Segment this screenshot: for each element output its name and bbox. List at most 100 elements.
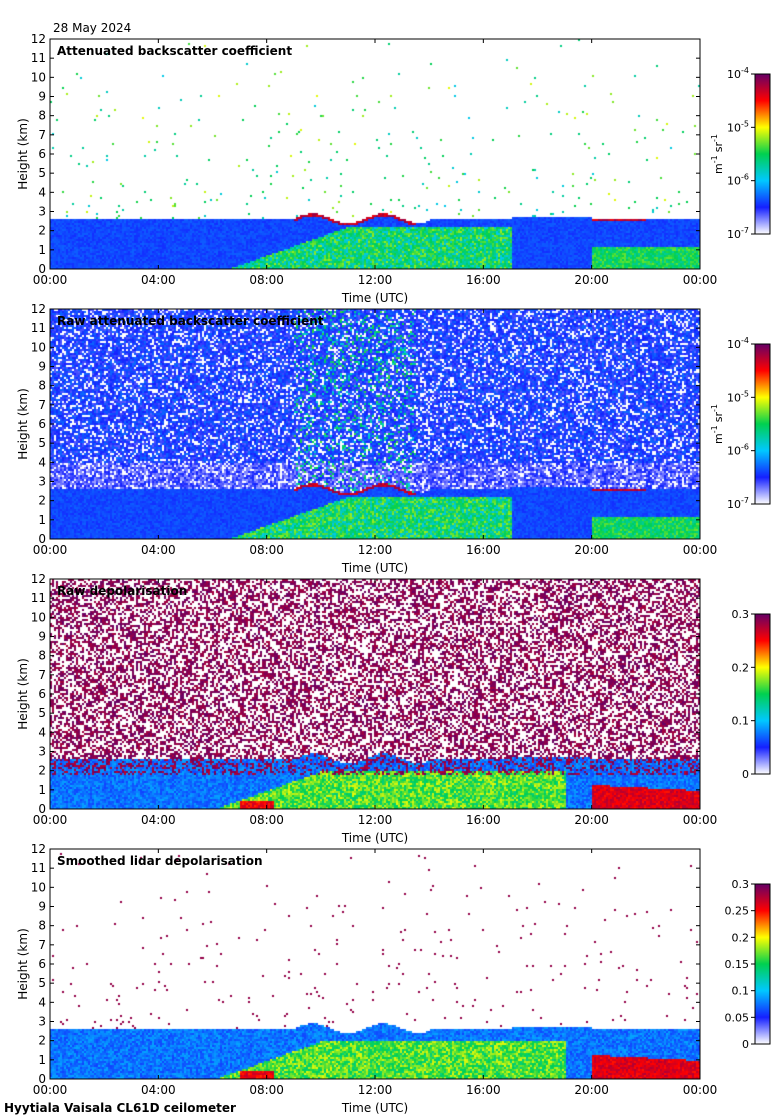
x-tick-label: 08:00 — [249, 273, 284, 287]
y-tick-label: 2 — [38, 764, 46, 778]
x-tick-label: 04:00 — [141, 813, 176, 827]
y-axis-label: Height (km) — [16, 388, 30, 459]
y-tick-label: 5 — [38, 166, 46, 180]
y-tick-label: 7 — [38, 128, 46, 142]
x-tick-label: 12:00 — [358, 813, 393, 827]
x-tick-label: 12:00 — [358, 543, 393, 557]
date-label: 28 May 2024 — [53, 21, 132, 35]
y-tick-label: 4 — [38, 995, 46, 1009]
colorbar-tick-label: 10-5 — [727, 119, 749, 134]
x-tick-label: 16:00 — [466, 273, 501, 287]
y-tick-label: 10 — [31, 880, 46, 894]
x-tick-label: 00:00 — [33, 543, 68, 557]
colorbar-tick-label: 0.1 — [732, 715, 750, 728]
colorbar-tick-label: 10-6 — [727, 443, 749, 458]
colorbar-tick-label: 0.25 — [725, 905, 750, 918]
colorbar — [754, 613, 771, 775]
y-tick-label: 5 — [38, 706, 46, 720]
x-tick-label: 00:00 — [683, 543, 718, 557]
y-tick-label: 12 — [31, 32, 46, 46]
colorbar — [754, 73, 771, 235]
x-tick-label: 00:00 — [683, 813, 718, 827]
colorbar-label: m-1sr-1 — [710, 134, 725, 174]
colorbar-label: m-1sr-1 — [710, 404, 725, 444]
y-tick-label: 11 — [31, 321, 46, 335]
y-tick-label: 0 — [38, 262, 46, 276]
y-tick-label: 7 — [38, 668, 46, 682]
panel-title: Raw attenuated backscatter coefficient — [57, 314, 324, 328]
colorbar-tick-label: 0.3 — [732, 608, 750, 621]
y-tick-label: 11 — [31, 51, 46, 65]
x-axis-label: Time (UTC) — [341, 291, 408, 305]
colorbar-tick-label: 10-7 — [727, 496, 749, 511]
y-tick-label: 3 — [38, 205, 46, 219]
colorbar-tick-label: 0.05 — [725, 1011, 750, 1024]
y-tick-label: 6 — [38, 417, 46, 431]
y-tick-label: 8 — [38, 919, 46, 933]
x-tick-label: 20:00 — [574, 543, 609, 557]
colorbar-tick-label: 10-4 — [727, 336, 749, 351]
y-tick-label: 7 — [38, 938, 46, 952]
colorbar-tick-label: 0.2 — [732, 661, 750, 674]
y-tick-label: 9 — [38, 900, 46, 914]
instrument-label: Hyytiala Vaisala CL61D ceilometer — [4, 1101, 236, 1115]
y-tick-label: 10 — [31, 70, 46, 84]
x-axis-label: Time (UTC) — [341, 831, 408, 845]
x-tick-label: 00:00 — [33, 273, 68, 287]
y-tick-label: 9 — [38, 630, 46, 644]
colorbar-tick-label: 0 — [742, 1038, 749, 1051]
panel-title: Attenuated backscatter coefficient — [57, 44, 292, 58]
y-tick-label: 9 — [38, 360, 46, 374]
heatmap-image — [50, 39, 700, 269]
colorbar — [754, 883, 771, 1045]
x-tick-label: 16:00 — [466, 813, 501, 827]
y-tick-label: 10 — [31, 610, 46, 624]
y-tick-label: 10 — [31, 340, 46, 354]
x-tick-label: 04:00 — [141, 273, 176, 287]
y-tick-label: 1 — [38, 783, 46, 797]
x-axis-label: Time (UTC) — [341, 561, 408, 575]
y-tick-label: 3 — [38, 745, 46, 759]
y-axis-label: Height (km) — [16, 118, 30, 189]
panel-title: Smoothed lidar depolarisation — [57, 854, 263, 868]
y-tick-label: 4 — [38, 455, 46, 469]
x-tick-label: 08:00 — [249, 1083, 284, 1097]
y-tick-label: 12 — [31, 842, 46, 856]
y-tick-label: 12 — [31, 572, 46, 586]
y-tick-label: 0 — [38, 532, 46, 546]
colorbar — [754, 343, 771, 505]
x-tick-label: 12:00 — [358, 273, 393, 287]
colorbar-tick-label: 10-4 — [727, 66, 749, 81]
colorbar-tick-label: 10-6 — [727, 173, 749, 188]
x-tick-label: 20:00 — [574, 813, 609, 827]
x-tick-label: 16:00 — [466, 543, 501, 557]
colorbar-tick-label: 0.2 — [732, 931, 750, 944]
colorbar-tick-label: 10-5 — [727, 389, 749, 404]
colorbar-tick-label: 0.15 — [725, 958, 750, 971]
y-tick-label: 4 — [38, 725, 46, 739]
y-tick-label: 3 — [38, 475, 46, 489]
colorbar-tick-label: 0.3 — [732, 878, 750, 891]
y-tick-label: 2 — [38, 494, 46, 508]
panel-title: Raw depolarisation — [57, 584, 187, 598]
y-tick-label: 8 — [38, 379, 46, 393]
y-tick-label: 1 — [38, 513, 46, 527]
colorbar-tick-label: 10-7 — [727, 226, 749, 241]
x-tick-label: 12:00 — [358, 1083, 393, 1097]
y-tick-label: 8 — [38, 109, 46, 123]
y-tick-label: 6 — [38, 957, 46, 971]
heatmap-image — [50, 579, 700, 809]
x-tick-label: 20:00 — [574, 1083, 609, 1097]
y-axis-label: Height (km) — [16, 928, 30, 999]
x-axis-label: Time (UTC) — [341, 1101, 408, 1115]
colorbar-tick-label: 0 — [742, 768, 749, 781]
y-tick-label: 0 — [38, 1072, 46, 1086]
colorbar-tick-label: 0.1 — [732, 985, 750, 998]
x-tick-label: 00:00 — [33, 1083, 68, 1097]
y-tick-label: 2 — [38, 224, 46, 238]
y-tick-label: 2 — [38, 1034, 46, 1048]
